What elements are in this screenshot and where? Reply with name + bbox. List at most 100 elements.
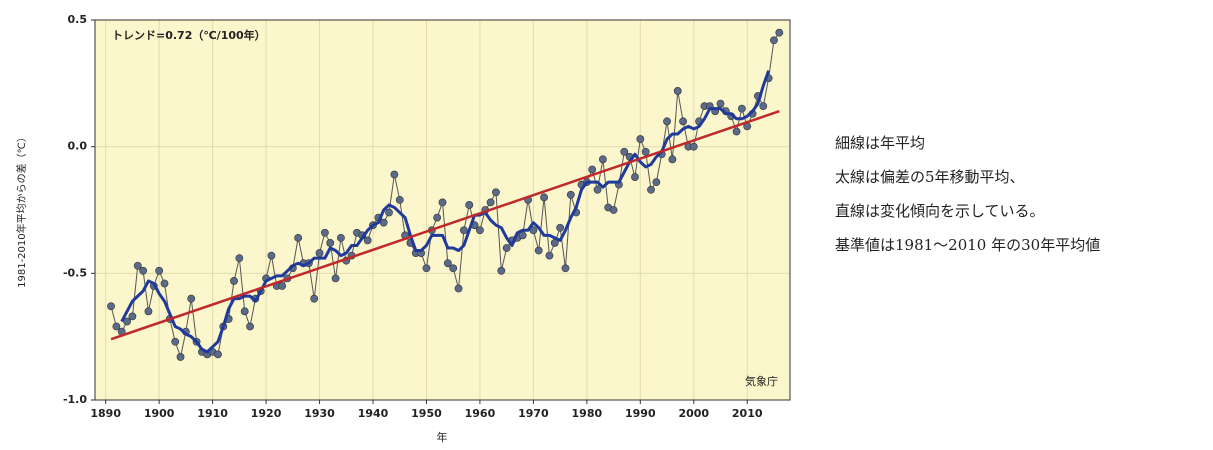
data-point <box>160 279 169 288</box>
y-tick-label: -1.0 <box>63 393 87 406</box>
data-point <box>433 213 442 222</box>
data-point <box>390 170 399 179</box>
data-point <box>486 198 495 207</box>
x-tick-label: 1910 <box>197 407 228 420</box>
data-point <box>385 208 393 217</box>
data-point <box>679 117 687 126</box>
data-point <box>652 178 661 187</box>
data-point <box>294 233 303 242</box>
data-point <box>540 193 548 202</box>
data-point <box>620 147 629 156</box>
data-point <box>636 135 645 143</box>
data-point <box>128 312 137 321</box>
data-point <box>246 322 254 331</box>
x-tick-label: 1970 <box>518 407 549 420</box>
data-point <box>770 36 778 45</box>
note: 直線は変化傾向を示している。 <box>835 202 1045 220</box>
data-point <box>561 264 570 273</box>
data-point <box>598 155 607 164</box>
data-point <box>112 322 121 331</box>
data-point <box>663 117 671 126</box>
data-point <box>759 102 768 111</box>
data-point <box>187 294 196 303</box>
data-point <box>379 218 388 227</box>
data-point <box>363 236 372 245</box>
data-point <box>545 251 554 260</box>
data-point <box>732 127 741 136</box>
data-point <box>139 266 148 275</box>
note: 細線は年平均 <box>835 134 926 152</box>
data-point <box>155 266 164 275</box>
data-point <box>230 277 238 285</box>
data-line <box>110 110 780 341</box>
data-point <box>609 206 618 214</box>
x-tick-label: 1890 <box>90 407 121 420</box>
data-point <box>395 195 404 204</box>
x-tick-label: 1920 <box>251 407 282 420</box>
data-point <box>235 254 244 263</box>
data-point <box>267 251 276 260</box>
data-point <box>422 264 431 273</box>
x-tick-label: 1900 <box>144 407 175 420</box>
notes: 細線は年平均 太線は偏差の5年移動平均、 直線は変化傾向を示している。 基準値は… <box>835 126 1100 262</box>
x-tick-label: 1980 <box>572 407 603 420</box>
x-tick-label: 2010 <box>732 407 763 420</box>
data-point <box>443 259 452 268</box>
y-tick-label: -0.5 <box>63 266 87 279</box>
data-point <box>534 246 543 255</box>
data-point <box>454 284 463 293</box>
x-tick-label: 1950 <box>411 407 442 420</box>
x-axis-label: 年 <box>437 430 448 444</box>
x-tick-label: 1990 <box>625 407 656 420</box>
x-tick-label: 2000 <box>678 407 709 420</box>
data-point <box>171 337 180 346</box>
data-point <box>337 233 345 242</box>
data-point <box>588 165 597 174</box>
data-point <box>438 198 447 207</box>
data-point <box>647 185 655 194</box>
data-point <box>689 142 698 151</box>
data-point <box>556 223 565 232</box>
data-point <box>320 228 329 237</box>
data-point <box>310 294 319 303</box>
y-tick-label: 0.5 <box>68 13 88 26</box>
data-point <box>716 99 725 108</box>
data-point <box>123 317 131 326</box>
data-point <box>326 239 335 247</box>
plot: 1890 1900 1910 1920 1930 1940 1950 1960 1970 1980… <box>63 13 791 420</box>
data-point <box>668 155 677 164</box>
data-point <box>315 249 324 257</box>
x-tick-label: 1960 <box>465 407 496 420</box>
data-point <box>631 173 639 181</box>
data-point <box>214 350 222 359</box>
data-point <box>240 307 249 316</box>
annotation: トレンド=0.72（℃/100年） <box>112 28 266 42</box>
data-point <box>775 28 784 37</box>
x-tick-label: 1940 <box>358 407 389 420</box>
note: 基準値は1981〜2010 年の30年平均値 <box>835 236 1101 254</box>
plot-background <box>95 20 790 400</box>
y-axis-label: 1981-2010年平均からの差（℃） <box>15 132 28 288</box>
data-point <box>107 302 115 311</box>
data-point <box>641 147 650 156</box>
data-point <box>176 353 185 361</box>
data-point <box>449 264 458 273</box>
note: 太線は偏差の5年移動平均、 <box>835 168 1025 186</box>
y-tick-label: 0.0 <box>68 140 88 153</box>
data-point <box>278 282 287 290</box>
data-point <box>497 266 506 275</box>
data-point <box>465 201 474 209</box>
data-point <box>566 190 575 199</box>
x-tick-label: 1930 <box>304 407 335 420</box>
data-point <box>737 104 746 113</box>
annotation: 気象庁 <box>745 374 778 388</box>
data-point <box>593 185 602 194</box>
data-point <box>476 226 484 235</box>
data-point <box>492 188 500 197</box>
data-point <box>144 307 153 316</box>
data-point <box>133 261 142 270</box>
data-point <box>459 226 468 235</box>
plot-frame <box>94 19 791 401</box>
data-point <box>502 244 511 252</box>
